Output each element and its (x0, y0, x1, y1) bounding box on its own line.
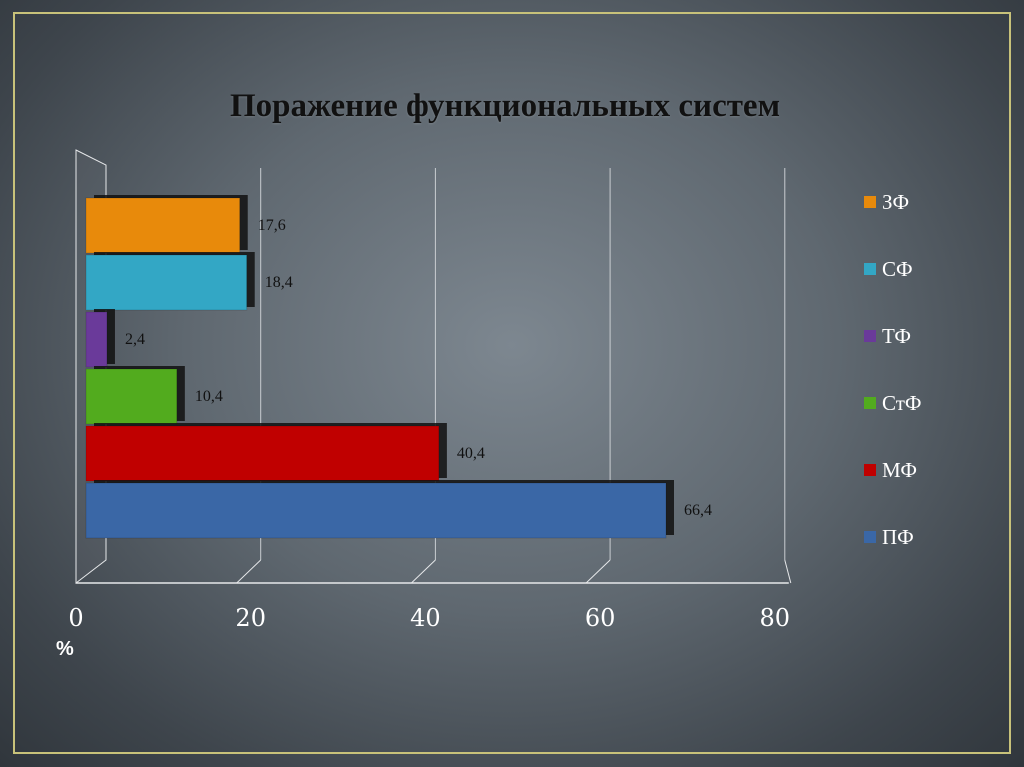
data-label: 2,4 (125, 331, 145, 348)
legend-label: МФ (882, 458, 917, 482)
chart-legend: ЗФ СФ ТФ СтФ МФ ПФ (864, 190, 922, 549)
bar (85, 254, 248, 311)
chart-title: Поражение функциональных систем (229, 88, 781, 124)
legend-swatch (864, 263, 876, 275)
x-tick-label: 80 (760, 604, 791, 632)
legend-swatch (864, 196, 876, 208)
legend-swatch (864, 464, 876, 476)
legend-swatch (864, 531, 876, 543)
x-tick-label: 60 (585, 604, 616, 632)
bar (85, 311, 108, 368)
x-tick-label: 20 (235, 604, 266, 632)
data-label: 40,4 (457, 445, 485, 462)
floor-gridline (411, 559, 436, 584)
chart-bars: 17,6 18,4 2,4 10,4 40,4 66,4 (85, 195, 712, 539)
legend-swatch (864, 330, 876, 342)
bar (85, 425, 440, 482)
floor-gridline (784, 559, 792, 584)
legend-label: ТФ (882, 324, 911, 348)
bar (85, 482, 667, 539)
legend-label: ПФ (882, 525, 914, 549)
data-label: 66,4 (684, 502, 712, 519)
x-axis-label: % (56, 638, 74, 660)
bar (85, 197, 241, 254)
data-label: 17,6 (258, 217, 286, 234)
legend-label: ЗФ (882, 190, 909, 214)
x-tick-label: 0 (68, 604, 83, 632)
floor-gridline (585, 559, 611, 584)
data-label: 18,4 (265, 274, 293, 291)
legend-swatch (864, 397, 876, 409)
x-tick-label: 40 (410, 604, 441, 632)
floor-gridline (236, 559, 262, 584)
bar (85, 368, 178, 425)
slide-frame (13, 12, 1011, 754)
data-label: 10,4 (195, 388, 223, 405)
legend-label: СФ (882, 257, 913, 281)
legend-label: СтФ (882, 391, 922, 415)
x-axis-ticks: 0 20 40 60 80 (68, 604, 790, 632)
